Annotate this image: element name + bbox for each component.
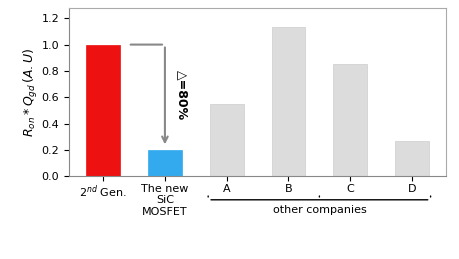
Text: other companies: other companies <box>272 205 365 215</box>
Y-axis label: $R_{on} * Q_{gd}\,(A.U)$: $R_{on} * Q_{gd}\,(A.U)$ <box>22 47 40 136</box>
Text: △=80%: △=80% <box>176 69 189 120</box>
Bar <box>86 45 120 176</box>
Bar <box>148 150 181 176</box>
Bar <box>394 141 428 176</box>
Bar <box>271 27 305 176</box>
Bar <box>209 104 243 176</box>
Bar <box>333 64 366 176</box>
